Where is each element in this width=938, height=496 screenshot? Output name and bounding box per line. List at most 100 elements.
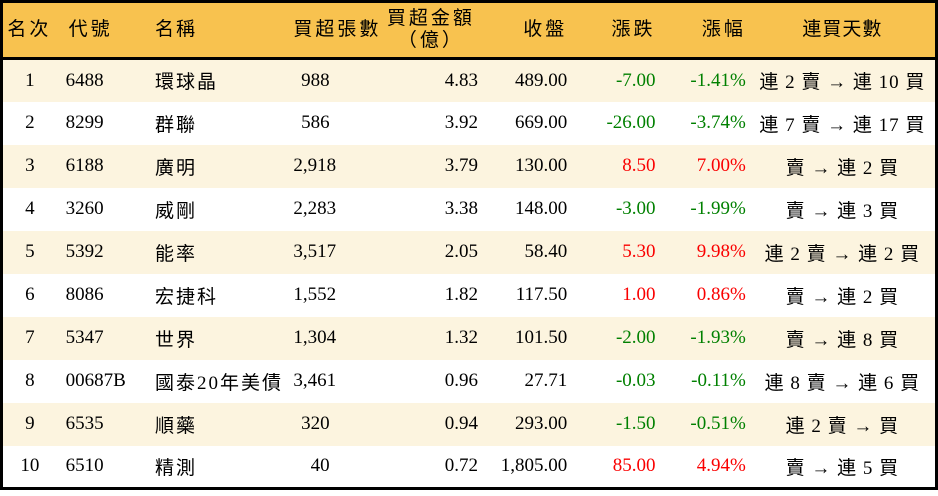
- cell-close: 669.00: [483, 101, 574, 145]
- column-header-amount-line1: 買超金額: [386, 8, 475, 30]
- cell-pct: -0.11%: [660, 359, 750, 403]
- cell-name: 國泰20年美債: [148, 359, 293, 403]
- cell-amount: 4.83: [377, 58, 483, 102]
- cell-streak: 賣 → 連 2 買: [749, 273, 937, 317]
- cell-code: 3260: [56, 187, 149, 231]
- cell-change: 5.30: [573, 230, 661, 274]
- cell-change: -1.50: [573, 402, 661, 446]
- cell-pct: 4.94%: [660, 445, 750, 489]
- cell-change: -0.03: [573, 359, 661, 403]
- cell-change: 8.50: [573, 144, 661, 188]
- cell-change: -7.00: [573, 58, 661, 102]
- table-row: 7 5347 世界 1,304 1.32 101.50 -2.00 -1.93% 賣 → 連 8…: [1, 316, 937, 360]
- table-row: 8 00687B 國泰20年美債 3,461 0.96 27.71 -0.03 -0.11% 連…: [1, 359, 937, 403]
- cell-streak: 連 8 賣 → 連 6 買: [749, 359, 937, 403]
- cell-streak: 賣 → 連 3 買: [749, 187, 937, 231]
- column-header-change: 漲跌: [573, 1, 661, 60]
- cell-close: 293.00: [483, 402, 574, 446]
- cell-code: 00687B: [56, 359, 149, 403]
- column-header-code: 代號: [56, 1, 149, 60]
- cell-code: 6488: [56, 58, 149, 102]
- cell-rank: 9: [1, 402, 57, 446]
- cell-amount: 2.05: [377, 230, 483, 274]
- cell-code: 5347: [56, 316, 149, 360]
- cell-volume: 1,552: [292, 273, 378, 317]
- table-row: 9 6535 順藥 320 0.94 293.00 -1.50 -0.51% 連 2 賣 → 買: [1, 402, 937, 446]
- table-row: 10 6510 精測 40 0.72 1,805.00 85.00 4.94% 賣 → 連 5 …: [1, 445, 937, 489]
- cell-rank: 8: [1, 359, 57, 403]
- cell-close: 58.40: [483, 230, 574, 274]
- cell-streak: 連 2 賣 → 連 10 買: [749, 58, 937, 102]
- cell-volume: 1,304: [292, 316, 378, 360]
- table-row: 5 5392 能率 3,517 2.05 58.40 5.30 9.98% 連 2 賣 → 連 …: [1, 230, 937, 274]
- cell-close: 27.71: [483, 359, 574, 403]
- cell-close: 1,805.00: [483, 445, 574, 489]
- cell-rank: 2: [1, 101, 57, 145]
- cell-streak: 賣 → 連 5 買: [749, 445, 937, 489]
- cell-change: 1.00: [573, 273, 661, 317]
- cell-amount: 0.72: [377, 445, 483, 489]
- cell-close: 101.50: [483, 316, 574, 360]
- cell-rank: 7: [1, 316, 57, 360]
- cell-volume: 3,517: [292, 230, 378, 274]
- cell-code: 6510: [56, 445, 149, 489]
- cell-volume: 2,283: [292, 187, 378, 231]
- cell-code: 8299: [56, 101, 149, 145]
- cell-amount: 3.79: [377, 144, 483, 188]
- cell-pct: -1.41%: [660, 58, 750, 102]
- table-row: 6 8086 宏捷科 1,552 1.82 117.50 1.00 0.86% 賣 → 連 2 …: [1, 273, 937, 317]
- cell-amount: 3.38: [377, 187, 483, 231]
- cell-amount: 1.32: [377, 316, 483, 360]
- table-row: 4 3260 威剛 2,283 3.38 148.00 -3.00 -1.99% 賣 → 連 3…: [1, 187, 937, 231]
- cell-close: 130.00: [483, 144, 574, 188]
- cell-close: 489.00: [483, 58, 574, 102]
- cell-code: 6535: [56, 402, 149, 446]
- cell-streak: 賣 → 連 8 買: [749, 316, 937, 360]
- cell-pct: 0.86%: [660, 273, 750, 317]
- table-row: 3 6188 廣明 2,918 3.79 130.00 8.50 7.00% 賣 → 連 2 買: [1, 144, 937, 188]
- cell-code: 5392: [56, 230, 149, 274]
- column-header-rank: 名次: [1, 1, 57, 60]
- cell-amount: 0.96: [377, 359, 483, 403]
- cell-volume: 40: [292, 445, 378, 489]
- cell-volume: 2,918: [292, 144, 378, 188]
- cell-close: 117.50: [483, 273, 574, 317]
- cell-name: 能率: [148, 230, 293, 274]
- header-row: 名次 代號 名稱 買超張數 買超金額 （億） 收盤 漲跌 漲幅 連買天數: [1, 1, 937, 60]
- column-header-amount-line2: （億）: [397, 30, 464, 51]
- cell-code: 8086: [56, 273, 149, 317]
- cell-code: 6188: [56, 144, 149, 188]
- cell-name: 世界: [148, 316, 293, 360]
- column-header-close: 收盤: [483, 1, 574, 60]
- cell-volume: 3,461: [292, 359, 378, 403]
- cell-name: 宏捷科: [148, 273, 293, 317]
- cell-volume: 586: [292, 101, 378, 145]
- cell-amount: 3.92: [377, 101, 483, 145]
- cell-name: 群聯: [148, 101, 293, 145]
- cell-streak: 賣 → 連 2 買: [749, 144, 937, 188]
- cell-name: 環球晶: [148, 58, 293, 102]
- cell-rank: 4: [1, 187, 57, 231]
- column-header-name: 名稱: [148, 1, 293, 60]
- cell-change: 85.00: [573, 445, 661, 489]
- cell-name: 精測: [148, 445, 293, 489]
- cell-rank: 5: [1, 230, 57, 274]
- cell-pct: 7.00%: [660, 144, 750, 188]
- cell-rank: 1: [1, 58, 57, 102]
- table-header: 名次 代號 名稱 買超張數 買超金額 （億） 收盤 漲跌 漲幅 連買天數: [1, 1, 937, 60]
- cell-pct: -1.93%: [660, 316, 750, 360]
- cell-amount: 0.94: [377, 402, 483, 446]
- cell-volume: 988: [292, 58, 378, 102]
- cell-amount: 1.82: [377, 273, 483, 317]
- cell-pct: -3.74%: [660, 101, 750, 145]
- column-header-pct: 漲幅: [660, 1, 750, 60]
- cell-change: -26.00: [573, 101, 661, 145]
- table-row: 2 8299 群聯 586 3.92 669.00 -26.00 -3.74% 連 7 賣 → …: [1, 101, 937, 145]
- cell-pct: -0.51%: [660, 402, 750, 446]
- column-header-amount: 買超金額 （億）: [377, 1, 483, 60]
- cell-name: 廣明: [148, 144, 293, 188]
- cell-streak: 連 2 賣 → 連 2 買: [749, 230, 937, 274]
- cell-pct: 9.98%: [660, 230, 750, 274]
- cell-close: 148.00: [483, 187, 574, 231]
